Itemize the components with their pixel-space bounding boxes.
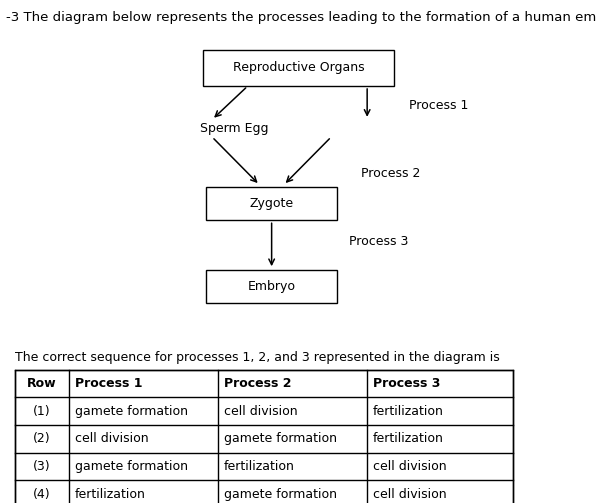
Text: Reproductive Organs: Reproductive Organs bbox=[233, 61, 364, 74]
Text: (3): (3) bbox=[33, 460, 51, 473]
Text: Process 2: Process 2 bbox=[361, 167, 420, 180]
Text: gamete formation: gamete formation bbox=[224, 433, 337, 445]
Text: Sperm Egg: Sperm Egg bbox=[200, 122, 269, 135]
Text: Process 1: Process 1 bbox=[75, 377, 142, 390]
Text: fertilization: fertilization bbox=[373, 405, 444, 417]
Text: Process 3: Process 3 bbox=[373, 377, 441, 390]
Text: cell division: cell division bbox=[373, 488, 447, 500]
Text: fertilization: fertilization bbox=[75, 488, 146, 500]
Text: cell division: cell division bbox=[373, 460, 447, 473]
Text: Process 2: Process 2 bbox=[224, 377, 291, 390]
Text: The correct sequence for processes 1, 2, and 3 represented in the diagram is: The correct sequence for processes 1, 2,… bbox=[15, 351, 500, 364]
Bar bbox=[206, 188, 337, 220]
Text: (2): (2) bbox=[33, 433, 51, 445]
Text: Process 3: Process 3 bbox=[349, 235, 408, 248]
Text: (4): (4) bbox=[33, 488, 51, 500]
Text: Row: Row bbox=[27, 377, 57, 390]
Text: Embryo: Embryo bbox=[248, 280, 296, 293]
Bar bbox=[206, 271, 337, 303]
Text: -3 The diagram below represents the processes leading to the formation of a huma: -3 The diagram below represents the proc… bbox=[6, 11, 597, 24]
Text: Process 1: Process 1 bbox=[409, 99, 468, 112]
Bar bbox=[15, 370, 513, 503]
Text: fertilization: fertilization bbox=[224, 460, 295, 473]
Text: gamete formation: gamete formation bbox=[75, 460, 187, 473]
Text: fertilization: fertilization bbox=[373, 433, 444, 445]
Text: cell division: cell division bbox=[224, 405, 297, 417]
Text: cell division: cell division bbox=[75, 433, 148, 445]
Bar bbox=[203, 50, 394, 86]
Text: Zygote: Zygote bbox=[250, 197, 294, 210]
Text: (1): (1) bbox=[33, 405, 51, 417]
Text: gamete formation: gamete formation bbox=[224, 488, 337, 500]
Text: gamete formation: gamete formation bbox=[75, 405, 187, 417]
